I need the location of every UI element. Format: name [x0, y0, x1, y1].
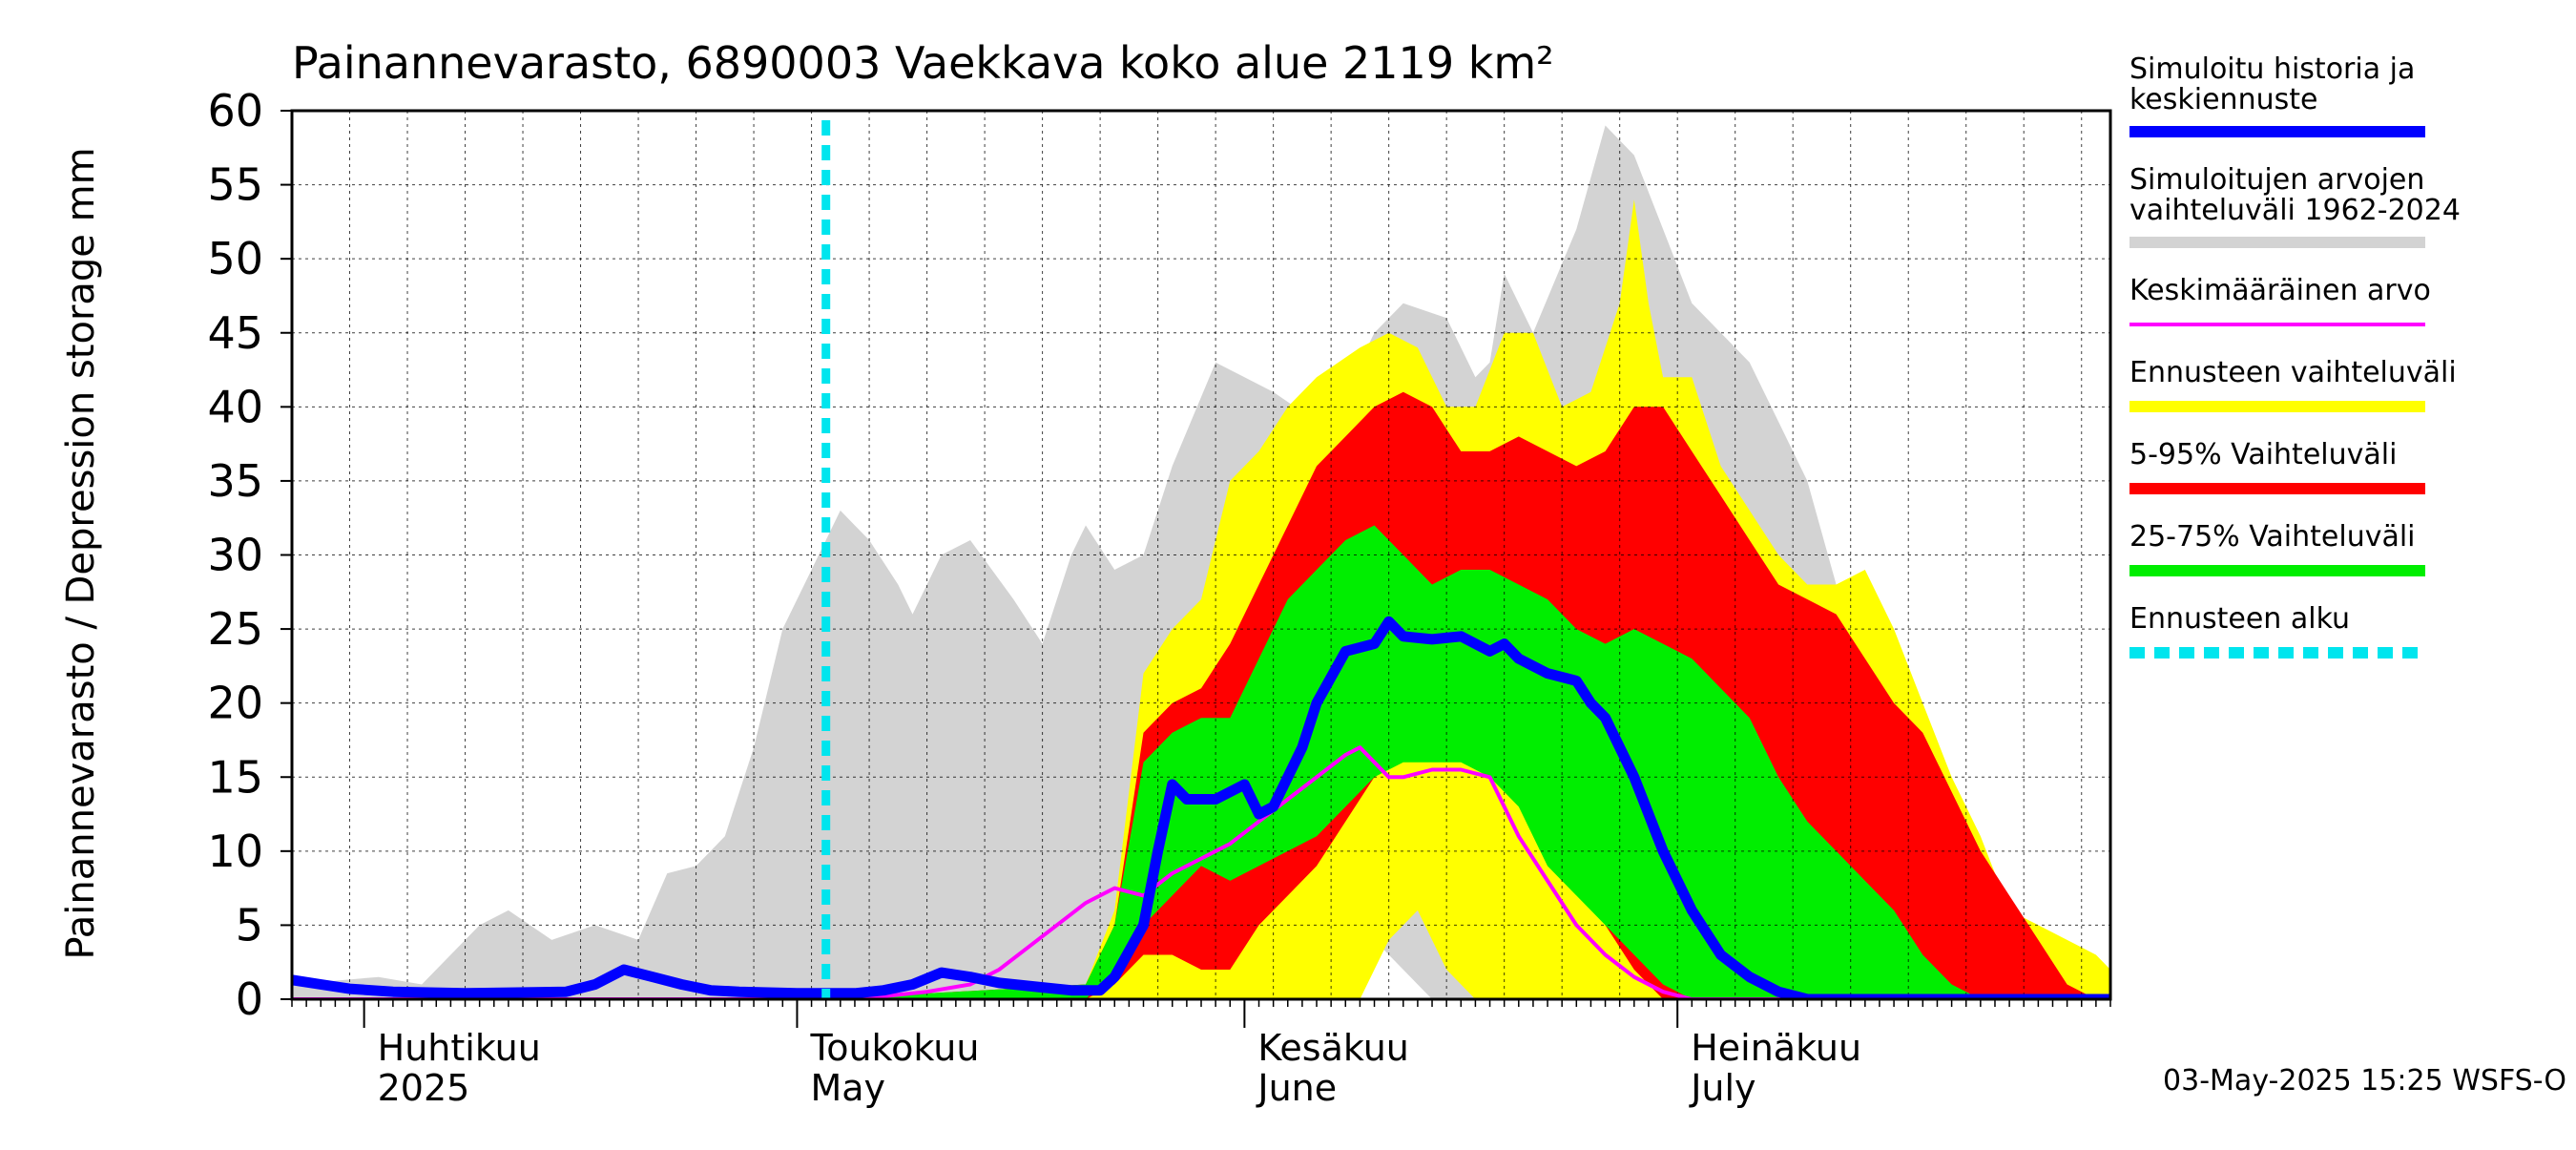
y-tick-label: 15 [207, 751, 263, 803]
y-tick-label: 20 [207, 678, 263, 729]
y-tick-label: 25 [207, 603, 263, 655]
legend-label: Keskimääräinen arvo [2129, 274, 2431, 307]
x-month-label: Toukokuu [809, 1027, 979, 1069]
legend-label: 25-75% Vaihteluväli [2129, 520, 2416, 554]
p25-75-band [825, 525, 1981, 999]
plot-frame [290, 109, 2112, 1001]
y-tick-label: 5 [236, 899, 263, 951]
y-tick-label: 60 [207, 85, 263, 136]
y-axis-label: Painannevarasto / Depression storage mm [59, 147, 103, 959]
line-layer [292, 120, 2110, 999]
footer-timestamp: 03-May-2025 15:25 WSFS-O [2163, 1064, 2566, 1098]
x-month-sublabel: July [1689, 1067, 1755, 1109]
mean-line [292, 745, 2110, 999]
legend-label: Simuloitu historia ja [2129, 52, 2415, 86]
legend-label: Simuloitujen arvojen [2129, 163, 2424, 197]
y-tick-label: 45 [207, 307, 263, 359]
x-month-label: Kesäkuu [1257, 1027, 1409, 1069]
median-line [292, 616, 2110, 999]
legend-label: Ennusteen alku [2129, 602, 2350, 636]
x-month-label: Heinäkuu [1691, 1027, 1861, 1069]
chart-title: Painannevarasto, 6890003 Vaekkava koko a… [292, 37, 1554, 89]
legend-label: Ennusteen vaihteluväli [2129, 356, 2457, 389]
x-month-sublabel: June [1256, 1067, 1337, 1109]
legend-label: keskiennuste [2129, 83, 2317, 116]
axes-layer: 051015202530354045505560Huhtikuu2025Touk… [207, 85, 2112, 1109]
y-tick-label: 40 [207, 381, 263, 432]
band-layer [292, 125, 2110, 999]
legend-label: 5-95% Vaihteluväli [2129, 438, 2397, 471]
legend-label: vaihteluväli 1962-2024 [2129, 194, 2461, 227]
y-tick-label: 35 [207, 455, 263, 507]
x-month-label: Huhtikuu [378, 1027, 541, 1069]
y-tick-label: 50 [207, 233, 263, 284]
y-tick-label: 30 [207, 530, 263, 581]
x-month-sublabel: May [810, 1067, 885, 1109]
y-tick-label: 10 [207, 826, 263, 877]
x-month-sublabel: 2025 [378, 1067, 470, 1109]
y-tick-label: 55 [207, 159, 263, 211]
grid-layer [292, 111, 2110, 999]
y-tick-label: 0 [236, 973, 263, 1025]
